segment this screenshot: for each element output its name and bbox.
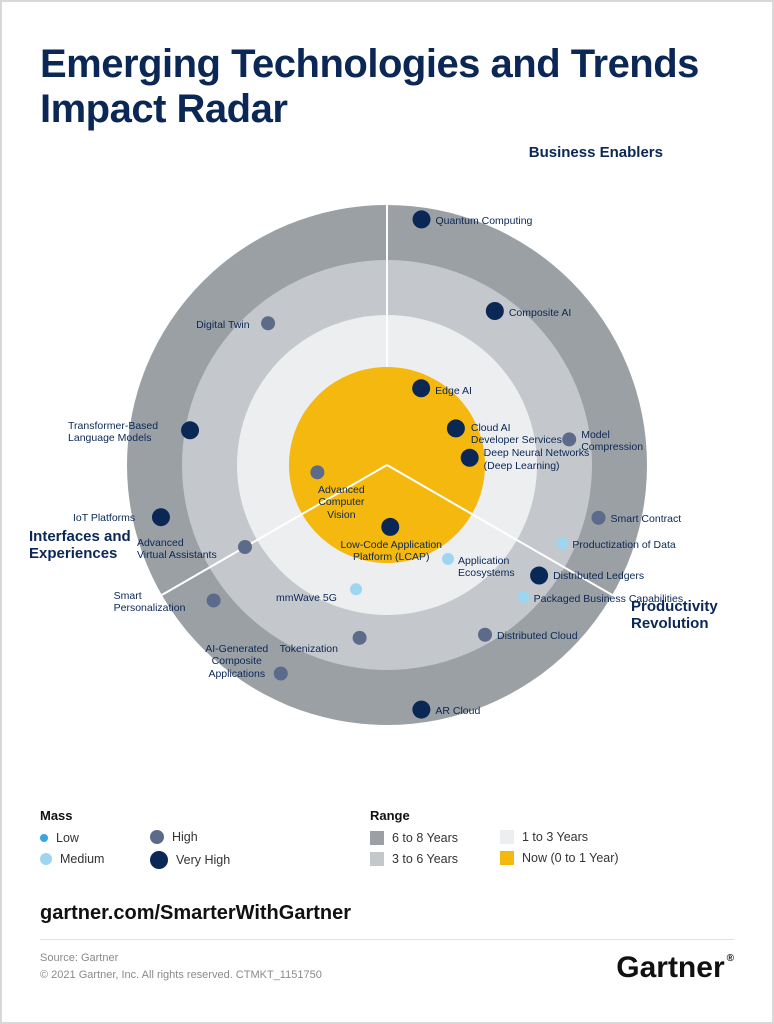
tech-label: Transformer-BasedLanguage Models [68, 420, 183, 445]
legend-range-item: Now (0 to 1 Year) [500, 851, 650, 865]
legend-range-item: 6 to 8 Years [370, 831, 500, 845]
sector-label-left: Interfaces and Experiences [29, 528, 139, 562]
legend-mass-item: Medium [40, 852, 150, 866]
legend-range-item: 1 to 3 Years [500, 830, 650, 844]
copyright: © 2021 Gartner, Inc. All rights reserved… [40, 967, 322, 985]
tech-label: Low-Code ApplicationPlatform (LCAP) [336, 539, 446, 564]
tech-label: Smart Contract [611, 513, 701, 525]
tech-label: Quantum Computing [436, 215, 556, 227]
brand-registered: ® [727, 953, 734, 964]
legend-range-item: 3 to 6 Years [370, 852, 500, 866]
legend-mass-col1: Mass Low Medium [40, 808, 150, 876]
source-label: Source: Gartner [40, 950, 322, 968]
tech-label: Composite AI [509, 307, 589, 319]
tech-label: Cloud AIDeveloper Services [471, 422, 576, 447]
footer: Source: Gartner © 2021 Gartner, Inc. All… [40, 950, 734, 985]
tech-label: ModelCompression [581, 429, 661, 454]
url-line: gartner.com/SmarterWithGartner [40, 902, 734, 925]
tech-label: Distributed Ledgers [553, 570, 673, 582]
tech-label: SmartPersonalization [114, 590, 209, 615]
tech-label: Digital Twin [196, 319, 261, 331]
legend-mass-item: Very High [150, 851, 290, 869]
legend: Mass Low Medium High Very High Range 6 t… [40, 808, 734, 876]
tech-label: AR Cloud [435, 705, 495, 717]
tech-label: AdvancedVirtual Assistants [137, 537, 237, 562]
legend-mass-col2: High Very High [150, 808, 290, 876]
tech-label: AI-GeneratedCompositeApplications [193, 643, 281, 680]
page-title: Emerging Technologies and Trends Impact … [40, 42, 734, 132]
tech-label: IoT Platforms [73, 512, 153, 524]
tech-label: mmWave 5G [276, 592, 351, 604]
radar-chart: Business Enablers Interfaces and Experie… [47, 150, 727, 790]
tech-label: Edge AI [435, 385, 485, 397]
legend-range-col1: Range 6 to 8 Years 3 to 6 Years [370, 808, 500, 876]
legend-mass-item: Low [40, 831, 150, 845]
tech-label: Packaged Business Capabilities [534, 593, 704, 605]
tech-label: Productization of Data [572, 539, 702, 551]
legend-range-title: Range [370, 808, 500, 823]
radar-svg [47, 150, 727, 790]
tech-label: Distributed Cloud [497, 630, 597, 642]
brand-text: Gartner [616, 951, 724, 985]
tech-label: Tokenization [280, 643, 355, 655]
source-block: Source: Gartner © 2021 Gartner, Inc. All… [40, 950, 322, 985]
legend-mass-item: High [150, 830, 290, 844]
page: Emerging Technologies and Trends Impact … [0, 0, 774, 1024]
legend-range-col2: 1 to 3 Years Now (0 to 1 Year) [500, 808, 650, 876]
brand-logo: Gartner® [616, 951, 734, 985]
tech-label: AdvancedComputerVision [311, 484, 371, 521]
sector-label-top: Business Enablers [529, 144, 663, 161]
tech-label: ApplicationEcosystems [458, 555, 528, 580]
divider [40, 939, 734, 940]
legend-mass-title: Mass [40, 808, 150, 823]
